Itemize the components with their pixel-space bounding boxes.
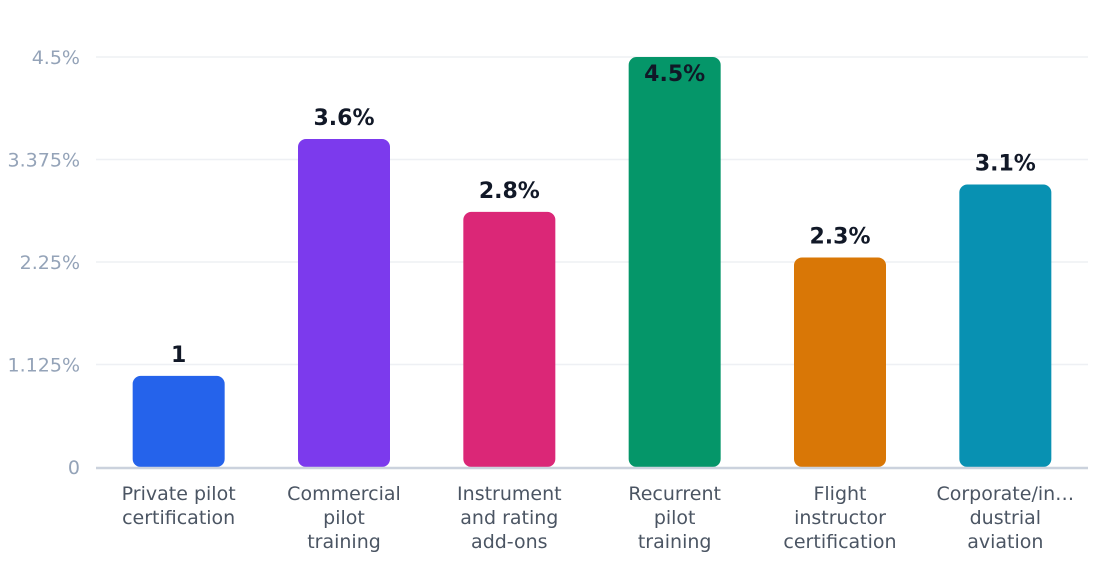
- y-tick-label: 4.5%: [32, 47, 80, 69]
- category-label-line: Commercial: [287, 483, 401, 505]
- data-label: 2.8%: [479, 179, 540, 204]
- y-axis-ticks: 0 1.125% 2.25% 3.375% 4.5%: [8, 47, 80, 479]
- data-labels: 1 3.6% 2.8% 4.5% 2.3% 3.1%: [171, 62, 1036, 368]
- category-label-line: pilot: [654, 507, 696, 529]
- data-label: 2.3%: [809, 224, 870, 249]
- category-label-line: pilot: [323, 507, 365, 529]
- category-label-line: Private pilot: [122, 483, 236, 505]
- bar: [959, 184, 1052, 468]
- data-label: 3.1%: [975, 152, 1036, 177]
- data-label: 4.5%: [644, 62, 705, 87]
- bar: [298, 139, 390, 467]
- y-tick-label: 3.375%: [8, 150, 80, 172]
- category-label-line: add-ons: [471, 531, 548, 553]
- bar: [132, 375, 225, 467]
- category-label-line: training: [638, 531, 712, 553]
- y-tick-label: 1.125%: [8, 355, 80, 377]
- category-label-line: Flight: [813, 483, 866, 505]
- category-label-line: Instrument: [457, 483, 562, 505]
- y-tick-label: 2.25%: [20, 252, 80, 274]
- data-label: 3.6%: [313, 106, 374, 131]
- category-label: Recurrent pilot training: [628, 483, 721, 553]
- bar: [794, 257, 886, 467]
- bars: [132, 57, 1052, 468]
- category-label: Corporate/in… dustrial aviation: [936, 483, 1074, 553]
- bar: [463, 211, 556, 467]
- category-label-line: instructor: [794, 507, 886, 529]
- category-label: Private pilot certification: [122, 483, 236, 529]
- category-label-line: Corporate/in…: [936, 483, 1074, 505]
- category-label-line: training: [307, 531, 381, 553]
- category-label: Commercial pilot training: [287, 483, 401, 553]
- grid-lines: [96, 56, 1088, 366]
- y-tick-label: 0: [68, 457, 80, 479]
- category-label-line: aviation: [967, 531, 1043, 553]
- category-label-line: certification: [122, 507, 235, 529]
- category-label-line: and rating: [460, 507, 558, 529]
- data-label: 1: [171, 343, 186, 368]
- category-label-line: Recurrent: [628, 483, 721, 505]
- category-label: Instrument and rating add-ons: [457, 483, 562, 553]
- category-label-line: certification: [783, 531, 896, 553]
- category-label: Flight instructor certification: [783, 483, 896, 553]
- bar: [628, 57, 721, 467]
- category-label-line: dustrial: [970, 507, 1041, 529]
